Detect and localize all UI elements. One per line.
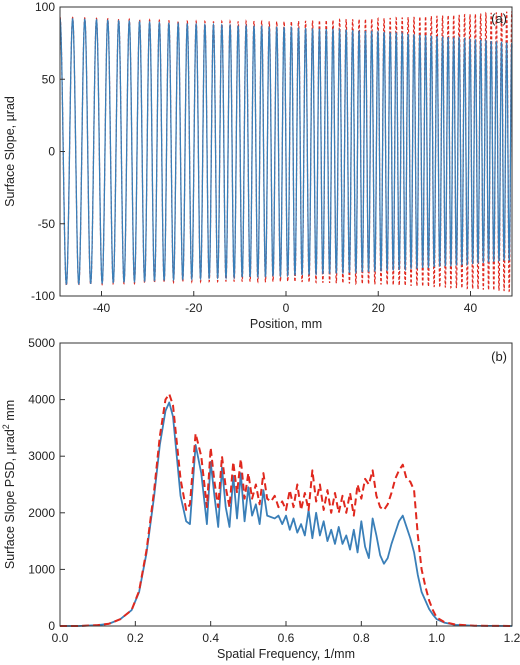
panel-b-tag: (b) — [491, 349, 507, 364]
panel-b-y-tick-label: 4000 — [28, 393, 55, 407]
panel-b-y-axis-title-sup: 2 — [1, 424, 11, 429]
panel-b-frame — [59, 342, 513, 627]
panel-b-x-tick-label: 0.2 — [127, 631, 144, 645]
panel-a-y-axis-title: Surface Slope, µrad — [3, 96, 17, 207]
panel-b-y-tick-label: 3000 — [28, 449, 55, 463]
panel-b-y-tick-label: 5000 — [28, 336, 55, 350]
panel-b-chart: 0.0 0.2 0.4 0.6 0.8 1.0 1.2 0 1000 2000 3000 4000 50… — [1, 336, 520, 661]
panel-a-y-tick-label: 0 — [48, 145, 55, 159]
panel-b-y-axis-title-tail: mm — [3, 400, 17, 424]
panel-b-series-dashed — [60, 392, 513, 627]
panel-a-y-tick-label: -100 — [31, 289, 55, 303]
panel-b-x-tick-label: 0.4 — [202, 631, 219, 645]
panel-b-y-axis-title: Surface Slope PSD, µrad2 mm — [1, 400, 17, 569]
panel-b-x-tick-label: 0.8 — [353, 631, 370, 645]
panel-a-x-tick-label: 0 — [283, 301, 290, 315]
panel-b-y-tick-label: 2000 — [28, 506, 55, 520]
panel-b-x-axis-title: Spatial Frequency, 1/mm — [217, 647, 355, 661]
panel-b-y-tick-label: 1000 — [28, 562, 55, 576]
panel-a-x-tick-label: -20 — [185, 301, 203, 315]
panel-a-ticks: -40 -20 0 20 40 -100 -50 0 50 100 — [31, 0, 478, 315]
panel-b-y-tick-label: 0 — [48, 619, 55, 633]
panel-b-x-tick-label: 0.0 — [52, 631, 69, 645]
panel-a-y-tick-label: 100 — [35, 0, 55, 14]
panel-a-chart: -40 -20 0 20 40 -100 -50 0 50 100 (a) Position, m… — [3, 0, 513, 331]
panel-a-y-tick-label: -50 — [38, 217, 56, 231]
panel-b-plot-area — [60, 392, 513, 627]
panel-a-series-solid — [59, 17, 513, 286]
panel-a-x-tick-label: 20 — [372, 301, 386, 315]
panel-b-x-tick-label: 1.2 — [504, 631, 520, 645]
panel-a-plot-area — [59, 11, 513, 293]
panel-a-y-tick-label: 50 — [42, 72, 56, 86]
panel-a-tag: (a) — [491, 11, 507, 26]
panel-a-x-tick-label: -40 — [93, 301, 111, 315]
panel-a-x-tick-label: 40 — [464, 301, 478, 315]
panel-a-x-axis-title: Position, mm — [250, 317, 322, 331]
panel-b-ticks: 0.0 0.2 0.4 0.6 0.8 1.0 1.2 0 1000 2000 3000 4000 50… — [28, 336, 520, 645]
panel-b-y-axis-title-main: Surface Slope PSD, µrad — [3, 429, 17, 569]
panel-b-x-tick-label: 0.6 — [278, 631, 295, 645]
panel-b-series-solid — [60, 401, 513, 627]
panel-b-x-tick-label: 1.0 — [428, 631, 445, 645]
